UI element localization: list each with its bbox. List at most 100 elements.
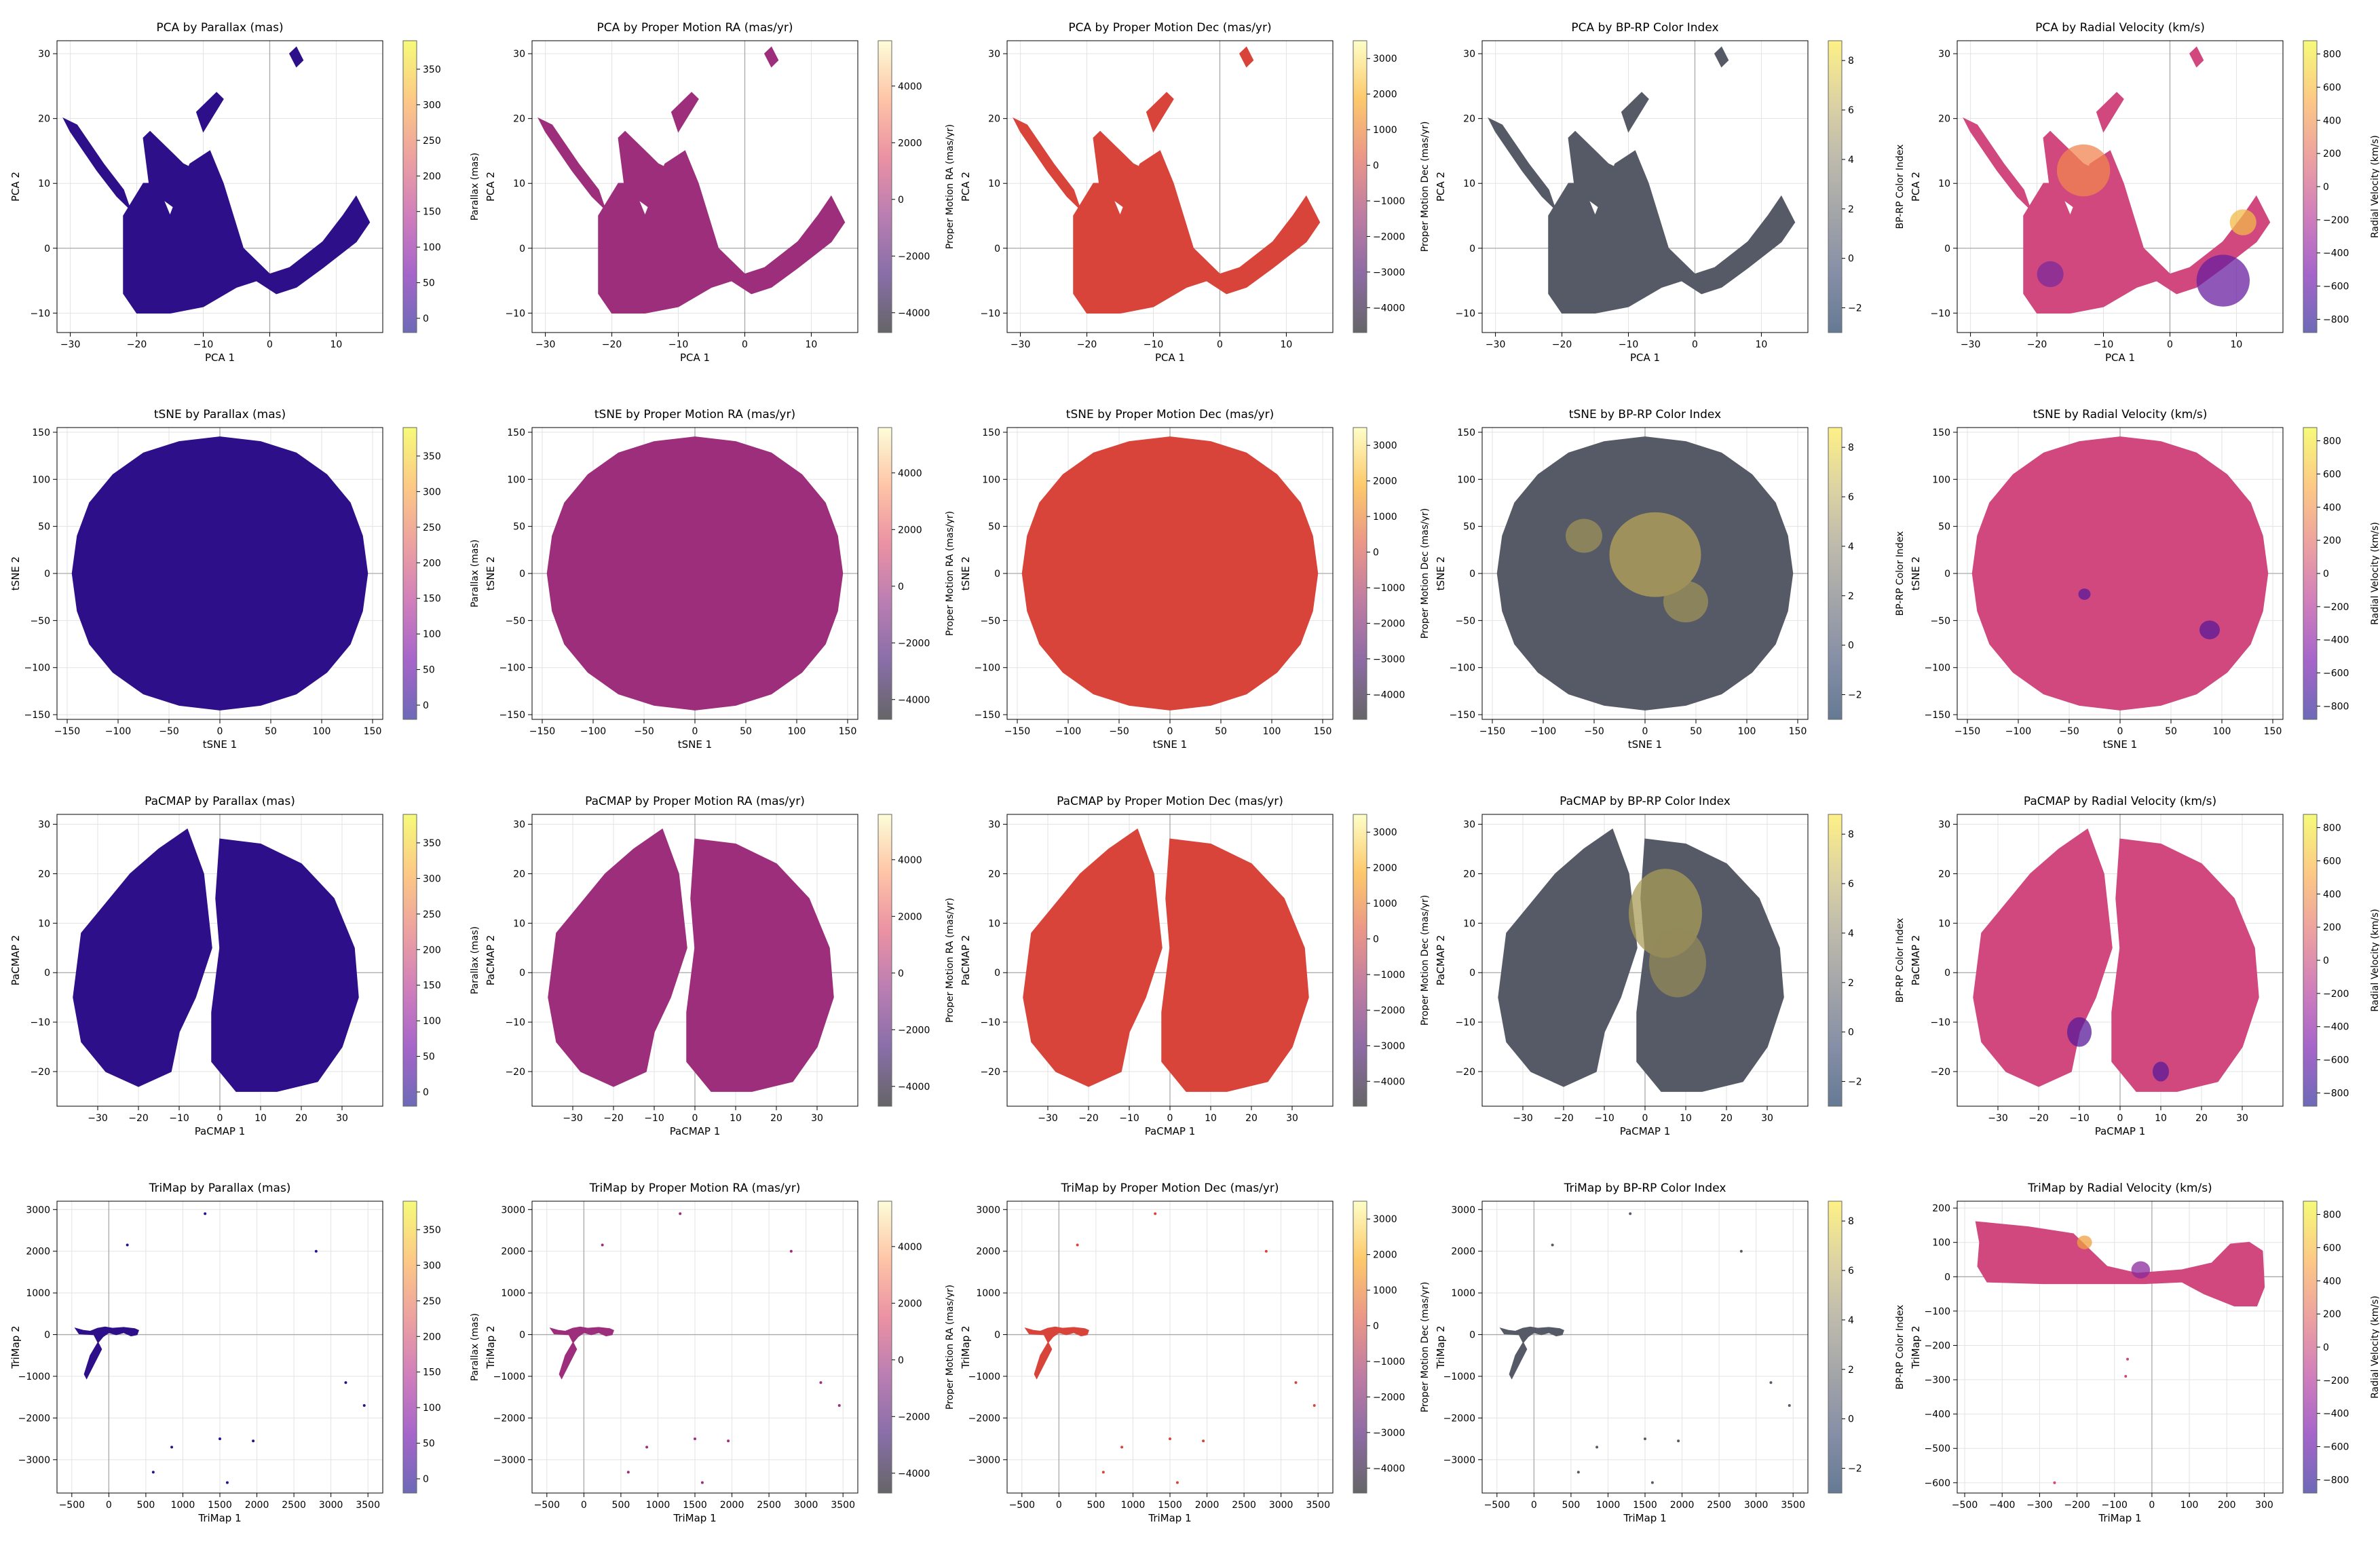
y-tick-label: 200 — [1932, 1203, 1950, 1214]
colorbar-tick-label: 1000 — [1373, 899, 1397, 909]
colorbar-tick-label: −4000 — [1373, 303, 1405, 314]
x-tick-label: −50 — [2059, 726, 2079, 737]
x-tick-label: 500 — [1087, 1500, 1106, 1511]
colorbar-tick-label: −4000 — [1373, 690, 1405, 700]
colorbar-tick-label: 350 — [423, 1225, 441, 1236]
outlier-point-9 — [1769, 1381, 1773, 1384]
y-tick-label: −10 — [505, 308, 525, 319]
colorbar — [1353, 40, 1367, 333]
x-axis-label: TriMap 1 — [673, 1512, 716, 1524]
colorbar-tick-label: 0 — [898, 1355, 904, 1366]
y-tick-label: −10 — [1930, 308, 1950, 319]
x-tick-label: 10 — [1281, 339, 1293, 350]
colorbar-tick-label: −400 — [2323, 635, 2349, 646]
x-tick-label: −10 — [644, 1113, 664, 1124]
point-region-4 — [195, 92, 224, 133]
y-axis-label: PCA 2 — [960, 172, 972, 202]
outlier-point-4 — [219, 1437, 221, 1441]
colorbar-tick-label: 50 — [423, 665, 435, 676]
x-tick-label: −400 — [1989, 1500, 2015, 1511]
x-tick-label: −30 — [88, 1113, 108, 1124]
point-cloud — [73, 828, 359, 1092]
colorbar-tick-label: 50 — [423, 278, 435, 289]
point-cloud — [549, 1212, 841, 1484]
point-region-1 — [1023, 828, 1163, 1087]
point-cloud — [71, 436, 369, 711]
y-tick-label: 30 — [38, 49, 50, 60]
y-tick-label: −50 — [1455, 616, 1475, 626]
axes-frame — [531, 40, 858, 333]
colorbar-tick-label: 400 — [2323, 115, 2341, 126]
scatter-panel-14: PaCMAP by BP-RP Color Index−30 −20 −10 0 10 2… — [1435, 795, 1904, 1137]
x-tick-label: 0 — [106, 1500, 112, 1511]
scatter-panel-12: PaCMAP by Proper Motion RA (mas/yr) −30 −2… — [485, 795, 954, 1137]
colorbar — [2303, 427, 2318, 720]
colorbar-tick-label: −2000 — [1373, 1005, 1405, 1016]
colorbar-label: Proper Motion Dec (mas/yr) — [1420, 121, 1429, 252]
colorbar-tick-label: 4000 — [898, 1242, 922, 1253]
colorbar-tick-label: −3000 — [1373, 267, 1405, 278]
point-region-5 — [288, 46, 304, 68]
x-tick-label: −150 — [1479, 726, 1505, 737]
colorbar-tick-label: 2000 — [1373, 90, 1397, 100]
y-axis-label: tSNE 2 — [485, 556, 497, 590]
y-tick-label: −2000 — [1443, 1413, 1475, 1424]
scatter-panel-10: tSNE by Radial Velocity (km/s) −150 −100 −5… — [1910, 408, 2379, 751]
y-tick-label: 0 — [1469, 569, 1475, 580]
scatter-panel-18: TriMap by Proper Motion Dec (mas/yr) −500… — [960, 1182, 1429, 1524]
y-tick-label: −400 — [1925, 1410, 1950, 1420]
colorbar-tick-label: 1000 — [1373, 125, 1397, 136]
colorbar — [1828, 1201, 1843, 1494]
y-axis-label: PaCMAP 2 — [1435, 935, 1447, 986]
x-tick-label: −100 — [2005, 726, 2031, 737]
y-tick-label: 0 — [994, 1330, 1000, 1341]
outlier-point-10 — [362, 1404, 366, 1407]
x-axis-label: tSNE 1 — [678, 738, 712, 751]
y-tick-label: 0 — [519, 1330, 525, 1341]
colorbar-tick-label: 8 — [1848, 442, 1854, 453]
color-cluster-2 — [2078, 588, 2091, 600]
point-cloud — [1975, 1221, 2265, 1484]
x-axis-label: PCA 1 — [680, 352, 710, 364]
x-tick-label: −10 — [1144, 339, 1164, 350]
axes-frame — [56, 40, 383, 333]
y-tick-label: 0 — [44, 968, 50, 979]
colorbar-tick-label: −4000 — [898, 1082, 930, 1093]
colorbar-label: Radial Velocity (km/s) — [2370, 1296, 2379, 1399]
x-tick-label: 0 — [1531, 1500, 1537, 1511]
x-tick-label: 10 — [1205, 1113, 1217, 1124]
y-tick-label: −1000 — [1443, 1372, 1475, 1382]
x-tick-label: −100 — [2101, 1500, 2127, 1511]
point-cloud — [548, 828, 834, 1092]
colorbar-tick-label: −3000 — [1373, 654, 1405, 665]
colorbar-tick-label: 2 — [1848, 1365, 1854, 1376]
point-region-1 — [1975, 1221, 2265, 1307]
colorbar-tick-label: 350 — [423, 451, 441, 462]
colorbar-tick-label: −2 — [1848, 303, 1862, 314]
grid — [1482, 1201, 1808, 1493]
x-tick-label: −50 — [1109, 726, 1129, 737]
y-tick-label: 30 — [38, 820, 50, 831]
outlier-point-10 — [837, 1404, 841, 1407]
x-tick-label: −10 — [1119, 1113, 1139, 1124]
colorbar-tick-label: 3000 — [1373, 440, 1397, 451]
x-tick-label: 0 — [692, 726, 698, 737]
chart-title: PaCMAP by Parallax (mas) — [145, 795, 295, 808]
outlier-point-3 — [789, 1249, 793, 1253]
point-region-1 — [1499, 1326, 1564, 1380]
x-tick-label: −30 — [60, 339, 81, 350]
y-tick-label: −10 — [505, 1017, 525, 1028]
y-tick-label: 100 — [32, 474, 50, 485]
colorbar-tick-label: 250 — [423, 1296, 441, 1307]
x-axis-label: PaCMAP 1 — [195, 1125, 246, 1137]
colorbar-tick-label: −3000 — [1373, 1428, 1405, 1439]
colorbar — [1828, 427, 1843, 720]
outlier-point-2 — [679, 1212, 682, 1215]
x-tick-label: −10 — [2069, 1113, 2090, 1124]
x-tick-label: 500 — [137, 1500, 155, 1511]
y-tick-label: 100 — [1457, 474, 1475, 485]
colorbar-label: BP-RP Color Index — [1895, 531, 1904, 616]
point-region-3 — [62, 117, 131, 210]
y-tick-label: −600 — [1925, 1478, 1950, 1489]
y-tick-label: 20 — [988, 869, 1000, 880]
